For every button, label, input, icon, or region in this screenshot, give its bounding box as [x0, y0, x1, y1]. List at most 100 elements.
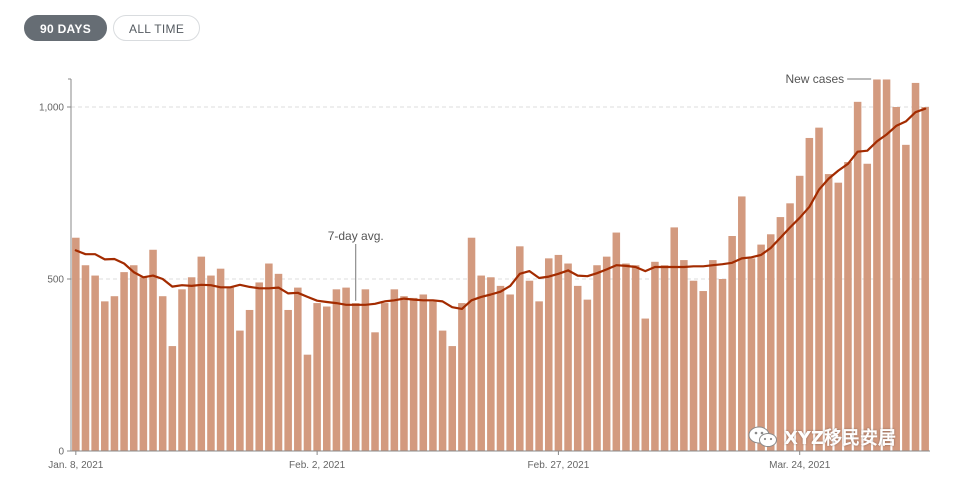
- case-bar: [207, 275, 215, 451]
- case-bar: [921, 107, 929, 451]
- case-bar: [699, 291, 707, 451]
- case-bar: [747, 258, 756, 451]
- case-bar: [844, 162, 852, 452]
- case-bar: [776, 217, 785, 451]
- case-bar: [863, 163, 872, 451]
- case-bar: [525, 280, 534, 451]
- x-tick-label: Feb. 2, 2021: [289, 460, 346, 471]
- case-bar: [564, 263, 572, 451]
- cases-annotation-label: New cases: [785, 72, 844, 86]
- case-bar: [496, 285, 505, 451]
- case-bar: [400, 296, 408, 451]
- case-bar: [834, 182, 843, 451]
- case-bar: [448, 346, 457, 451]
- case-bar: [313, 303, 321, 451]
- case-bar: [516, 246, 524, 451]
- case-bar: [274, 273, 283, 451]
- case-bar: [429, 301, 437, 451]
- case-bar: [245, 309, 254, 451]
- seven-day-average-line: [74, 107, 927, 310]
- case-bar: [535, 301, 543, 451]
- case-bar: [815, 127, 823, 451]
- y-tick-label: 1,000: [39, 103, 64, 114]
- case-bar: [361, 289, 370, 451]
- case-bar: [438, 330, 447, 451]
- case-bar: [573, 285, 582, 451]
- case-bar: [554, 254, 563, 451]
- case-bar: [236, 330, 244, 451]
- case-bar: [458, 303, 466, 451]
- case-bar: [197, 256, 206, 451]
- x-tick-label: Jan. 8, 2021: [48, 460, 103, 471]
- case-bar: [680, 260, 688, 451]
- case-bar: [351, 303, 360, 451]
- y-tick-label: 0: [58, 447, 64, 458]
- case-bar: [892, 107, 900, 451]
- case-bar: [332, 289, 341, 451]
- case-bar: [187, 277, 196, 451]
- case-bar: [129, 265, 138, 451]
- case-bar: [120, 272, 128, 451]
- case-bar: [873, 79, 881, 451]
- case-bar: [583, 299, 592, 451]
- case-bar: [303, 354, 312, 451]
- case-bar: [168, 346, 177, 451]
- case-bar: [631, 265, 640, 451]
- case-bar: [467, 237, 476, 451]
- case-bar: [255, 282, 263, 451]
- case-bar: [738, 196, 746, 451]
- case-bar: [593, 265, 601, 451]
- case-bar: [371, 332, 379, 451]
- case-bar: [139, 277, 148, 451]
- watermark: XYZ移民安居: [748, 424, 896, 450]
- case-bar: [216, 268, 225, 451]
- case-bar: [766, 234, 775, 451]
- case-bar: [689, 280, 698, 451]
- case-bar: [487, 277, 495, 451]
- case-bar: [612, 232, 621, 451]
- case-bar: [670, 227, 678, 451]
- x-tick-label: Feb. 27, 2021: [528, 460, 590, 471]
- case-bar: [101, 301, 109, 451]
- case-bar: [709, 260, 717, 451]
- case-bar: [323, 306, 331, 451]
- case-bar: [265, 263, 273, 451]
- case-bar: [158, 296, 167, 451]
- case-bar: [178, 289, 186, 451]
- case-bar: [641, 318, 650, 451]
- case-bar: [409, 297, 418, 451]
- x-tick-label: Mar. 24, 2021: [769, 460, 831, 471]
- case-bar: [602, 256, 611, 451]
- case-bar: [911, 82, 920, 452]
- case-bar: [757, 244, 765, 451]
- case-bar: [390, 289, 399, 451]
- case-bar: [728, 236, 736, 451]
- case-bar: [342, 287, 350, 451]
- case-bar: [544, 258, 553, 451]
- case-bar: [506, 294, 514, 451]
- case-bar: [226, 287, 235, 451]
- toggle-all-time[interactable]: ALL TIME: [113, 15, 201, 41]
- y-tick-label: 500: [47, 275, 64, 286]
- case-bar: [419, 294, 428, 451]
- case-bar: [149, 249, 157, 451]
- wechat-icon: [748, 426, 777, 447]
- toggle-90-days[interactable]: 90 DAYS: [24, 15, 108, 41]
- case-bar: [72, 237, 80, 451]
- case-bar: [294, 287, 302, 451]
- case-bar: [622, 263, 630, 451]
- case-bar: [882, 79, 891, 451]
- case-bar: [824, 174, 833, 451]
- case-bar: [91, 275, 99, 451]
- case-bar: [718, 279, 727, 451]
- case-bar: [110, 296, 119, 451]
- case-bar: [380, 303, 389, 451]
- case-bar: [795, 175, 804, 452]
- case-bar: [284, 309, 292, 451]
- case-bar: [660, 265, 669, 451]
- watermark-text: XYZ移民安居: [784, 428, 896, 449]
- time-range-toggle: 90 DAYS ALL TIME: [24, 15, 201, 41]
- case-bar: [853, 101, 862, 451]
- case-bar: [805, 137, 814, 451]
